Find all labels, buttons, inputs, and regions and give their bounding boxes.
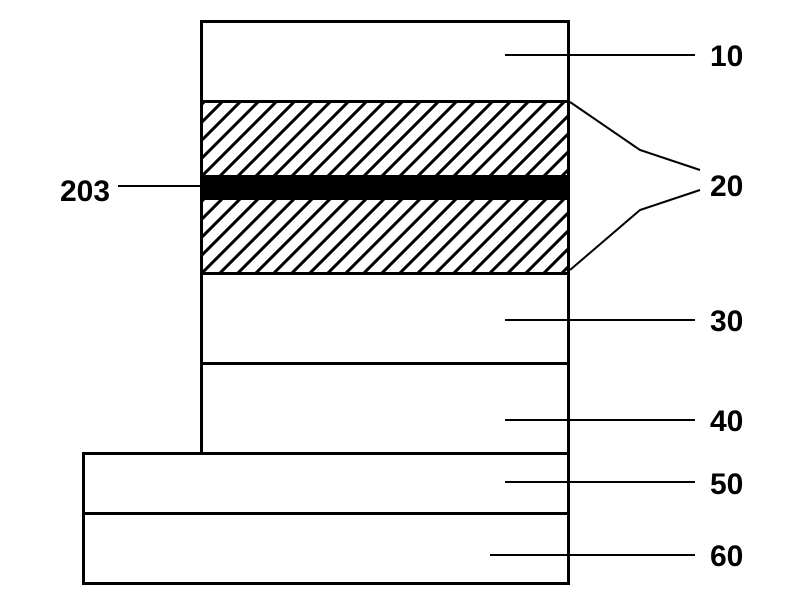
label-10: 10 xyxy=(710,40,743,74)
layer-L50 xyxy=(82,452,570,515)
layer-L40 xyxy=(200,362,570,455)
layer-L10 xyxy=(200,20,570,103)
label-20: 20 xyxy=(710,170,743,204)
label-30: 30 xyxy=(710,305,743,339)
label-60: 60 xyxy=(710,540,743,574)
layer-L20a xyxy=(200,100,570,178)
layer-L60 xyxy=(82,512,570,585)
layer-diagram: 10 20 30 40 50 60 203 xyxy=(0,0,800,602)
layer-L30 xyxy=(200,272,570,365)
label-203: 203 xyxy=(60,175,110,209)
label-40: 40 xyxy=(710,405,743,439)
layer-L20b xyxy=(200,197,570,275)
label-50: 50 xyxy=(710,468,743,502)
